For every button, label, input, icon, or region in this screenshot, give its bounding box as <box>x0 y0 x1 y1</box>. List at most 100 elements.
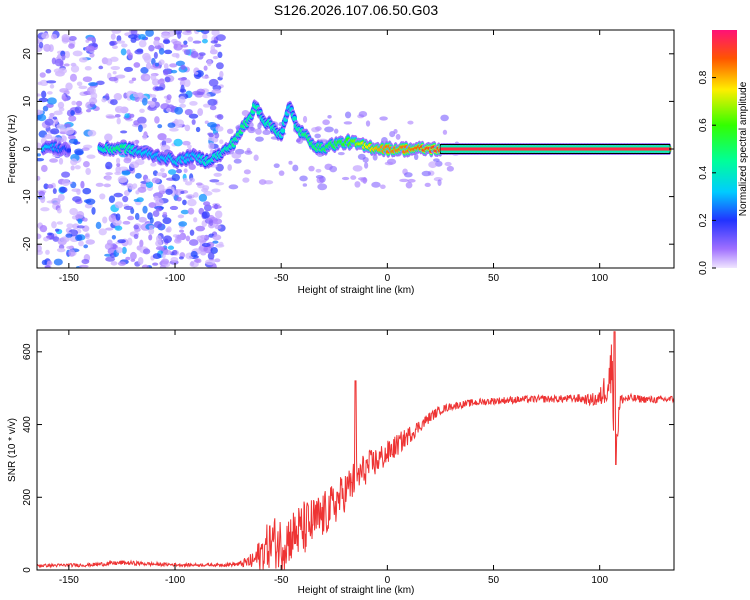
noise-speckle <box>159 264 167 268</box>
noise-speckle <box>215 181 225 186</box>
noise-speckle <box>57 101 65 109</box>
noise-speckle <box>179 103 187 108</box>
noise-speckle <box>333 128 339 134</box>
noise-speckle <box>178 256 184 260</box>
noise-speckle <box>210 40 218 44</box>
noise-speckle <box>68 115 77 122</box>
noise-speckle <box>173 43 178 49</box>
noise-speckle <box>258 179 267 185</box>
snr-plot-area <box>37 331 674 570</box>
noise-speckle <box>44 265 51 268</box>
noise-speckle <box>41 164 48 173</box>
noise-speckle <box>407 120 414 125</box>
noise-speckle <box>142 134 148 140</box>
noise-speckle <box>88 97 98 105</box>
noise-speckle <box>74 148 84 156</box>
noise-speckle <box>154 86 164 91</box>
noise-speckle <box>255 136 264 142</box>
noise-speckle <box>202 33 208 40</box>
noise-speckle <box>202 103 211 108</box>
noise-speckle <box>110 261 118 266</box>
spectral-ridge-cell <box>292 117 297 121</box>
noise-speckle <box>197 108 204 116</box>
noise-speckle <box>133 233 139 239</box>
snr-y-tick-label: 600 <box>22 343 33 360</box>
noise-speckle <box>169 205 179 211</box>
noise-speckle <box>148 227 155 235</box>
noise-speckle <box>207 98 218 106</box>
noise-speckle <box>111 234 117 240</box>
snr-x-tick-label: -50 <box>274 575 289 586</box>
noise-speckle <box>56 207 62 214</box>
noise-speckle <box>68 36 77 41</box>
colorbar-tick-label: 0.4 <box>698 165 709 179</box>
noise-speckle <box>148 44 155 52</box>
noise-speckle <box>113 192 123 198</box>
noise-speckle <box>130 30 138 36</box>
noise-speckle <box>56 221 64 225</box>
noise-speckle <box>243 169 251 175</box>
noise-speckle <box>84 66 92 71</box>
noise-speckle <box>75 234 83 242</box>
noise-speckle <box>51 221 57 229</box>
noise-speckle <box>116 247 123 254</box>
noise-speckle <box>177 214 185 219</box>
noise-speckle <box>183 79 191 87</box>
noise-speckle <box>134 212 140 221</box>
noise-speckle <box>113 92 123 101</box>
noise-speckle <box>157 124 163 129</box>
noise-speckle <box>114 171 122 176</box>
noise-speckle <box>201 75 210 79</box>
noise-speckle <box>195 70 204 78</box>
noise-speckle <box>213 172 222 177</box>
noise-speckle <box>219 139 224 145</box>
noise-speckle <box>86 154 96 159</box>
noise-speckle <box>105 176 112 181</box>
noise-speckle <box>177 77 187 81</box>
noise-speckle <box>154 116 160 124</box>
noise-speckle <box>152 262 159 266</box>
noise-speckle <box>193 258 201 263</box>
noise-speckle <box>85 167 91 175</box>
noise-speckle <box>116 74 126 79</box>
noise-speckle <box>191 119 196 125</box>
noise-speckle <box>123 205 134 210</box>
noise-speckle <box>127 52 133 60</box>
noise-speckle <box>68 134 76 140</box>
colorbar-tick-label: 0.0 <box>698 261 709 275</box>
noise-speckle <box>70 158 78 166</box>
noise-speckle <box>185 194 195 199</box>
noise-speckle <box>169 63 178 68</box>
noise-speckle <box>195 182 203 186</box>
noise-speckle <box>75 100 83 107</box>
noise-speckle <box>158 47 165 55</box>
noise-speckle <box>395 133 401 140</box>
noise-speckle <box>198 193 208 202</box>
noise-speckle <box>95 182 104 187</box>
noise-speckle <box>214 224 222 230</box>
noise-speckle <box>175 119 185 127</box>
noise-speckle <box>188 239 199 246</box>
noise-speckle <box>117 239 126 244</box>
noise-speckle <box>124 113 130 119</box>
noise-speckle <box>50 128 60 135</box>
colorbar-tick-label: 0.2 <box>698 213 709 227</box>
noise-speckle <box>201 38 208 44</box>
spectrogram-x-tick-label: 50 <box>488 273 500 284</box>
noise-speckle <box>180 190 185 194</box>
noise-speckle <box>117 175 128 184</box>
noise-speckle <box>182 140 191 146</box>
noise-speckle <box>167 169 177 175</box>
noise-speckle <box>115 213 121 221</box>
noise-speckle <box>210 246 218 254</box>
noise-speckle <box>37 244 42 253</box>
noise-speckle <box>203 65 208 71</box>
noise-speckle <box>105 161 113 170</box>
noise-speckle <box>41 32 50 39</box>
noise-speckle <box>89 52 95 58</box>
noise-speckle <box>108 214 116 223</box>
noise-speckle <box>184 124 191 132</box>
noise-speckle <box>56 247 66 253</box>
noise-speckle <box>116 117 121 125</box>
